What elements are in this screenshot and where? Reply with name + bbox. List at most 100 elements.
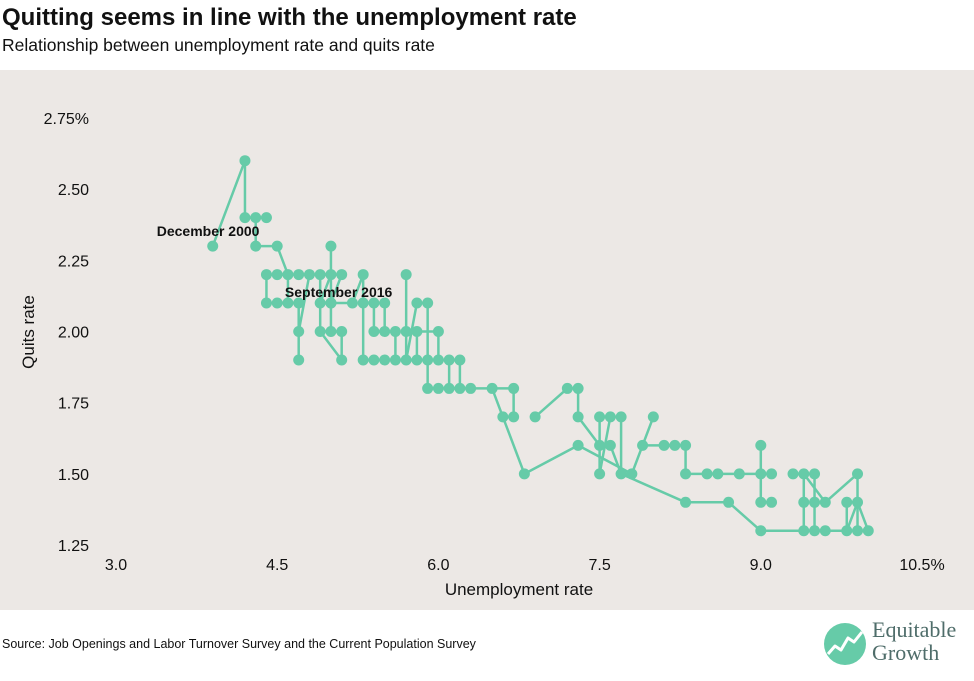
data-point: [755, 468, 767, 480]
x-axis-label: Unemployment rate: [445, 580, 593, 599]
data-point: [852, 468, 864, 480]
source-note: Source: Job Openings and Labor Turnover …: [2, 637, 476, 651]
series-segment: [824, 472, 859, 504]
data-point: [594, 411, 606, 423]
data-point: [604, 439, 616, 451]
data-point: [357, 354, 369, 366]
x-axis-ticks: 3.0 4.5 6.0 7.5 9.0 10.5%: [105, 557, 945, 574]
data-point: [723, 496, 735, 508]
data-point: [852, 496, 864, 508]
series-segment: [211, 159, 247, 248]
chart-subtitle: Relationship between unemployment rate a…: [2, 35, 435, 55]
data-point: [336, 326, 348, 337]
series-segment: [727, 501, 763, 533]
data-point: [325, 240, 337, 252]
data-point: [766, 496, 778, 508]
data-point: [604, 411, 616, 423]
data-point: [411, 354, 423, 366]
data-point: [293, 354, 305, 366]
data-point: [314, 297, 326, 309]
data-point: [443, 354, 455, 366]
data-point: [626, 468, 638, 480]
data-point: [368, 354, 380, 366]
y-axis-ticks: 1.25 1.50 1.75 2.00 2.25 2.50 2.75%: [44, 111, 89, 555]
data-point: [325, 269, 337, 281]
data-point: [368, 326, 380, 337]
data-point: [282, 297, 294, 309]
series-segment: [523, 444, 580, 476]
data-point: [572, 382, 584, 394]
data-point: [798, 468, 810, 480]
data-point: [260, 212, 272, 224]
data-point: [572, 439, 584, 451]
data-point: [239, 155, 251, 167]
data-point: [400, 354, 412, 366]
x-tick-label: 7.5: [588, 557, 610, 574]
data-point: [422, 297, 434, 309]
data-point: [658, 439, 670, 451]
data-point: [508, 411, 520, 423]
data-point: [379, 326, 391, 337]
data-point: [841, 525, 853, 537]
data-point: [454, 354, 466, 366]
data-point: [422, 354, 434, 366]
data-point: [529, 411, 541, 423]
logo-line-1: Equitable: [872, 617, 957, 642]
data-point: [379, 354, 391, 366]
plot-panel: [0, 70, 974, 610]
data-point: [787, 468, 799, 480]
data-point: [336, 354, 348, 366]
series-segment: [576, 415, 601, 447]
y-tick-label: 2.50: [58, 182, 89, 199]
data-point: [250, 240, 262, 252]
data-point: [572, 411, 584, 423]
data-point: [271, 297, 283, 309]
data-point: [497, 411, 509, 423]
data-point: [862, 525, 874, 537]
data-point: [669, 439, 681, 451]
data-point: [712, 468, 724, 480]
data-point: [755, 439, 767, 451]
data-point: [615, 411, 627, 423]
data-point: [809, 496, 821, 508]
chart-title: Quitting seems in line with the unemploy…: [2, 4, 577, 31]
data-point: [680, 468, 692, 480]
logo-line-2: Growth: [872, 640, 940, 665]
data-point: [389, 354, 401, 366]
data-point: [798, 525, 810, 537]
data-point: [293, 326, 305, 337]
data-point: [260, 269, 272, 281]
data-point: [486, 382, 498, 394]
data-point: [271, 269, 283, 281]
data-point: [293, 297, 305, 309]
data-point: [680, 439, 692, 451]
data-point: [755, 525, 767, 537]
data-point: [647, 411, 659, 423]
data-point: [314, 326, 326, 337]
data-point: [809, 525, 821, 537]
data-point: [594, 468, 606, 480]
data-point: [809, 468, 821, 480]
data-point: [733, 468, 745, 480]
data-point: [336, 269, 348, 281]
data-point: [594, 439, 606, 451]
x-tick-label: 4.5: [266, 557, 288, 574]
data-point: [819, 525, 831, 537]
data-point: [325, 297, 337, 309]
data-point: [798, 496, 810, 508]
data-point: [271, 240, 283, 252]
y-axis-label: Quits rate: [19, 295, 38, 369]
data-point: [432, 354, 444, 366]
equitable-growth-logo-icon: [824, 623, 866, 665]
y-tick-label: 1.75: [58, 396, 89, 413]
data-point: [282, 269, 294, 281]
data-point: [303, 269, 315, 281]
x-tick-label: 6.0: [427, 557, 449, 574]
data-point: [615, 468, 627, 480]
data-point: [400, 269, 412, 281]
data-point: [379, 297, 391, 309]
data-point: [260, 297, 272, 309]
x-tick-label: 9.0: [750, 557, 772, 574]
data-point: [432, 382, 444, 394]
data-point: [411, 326, 423, 337]
